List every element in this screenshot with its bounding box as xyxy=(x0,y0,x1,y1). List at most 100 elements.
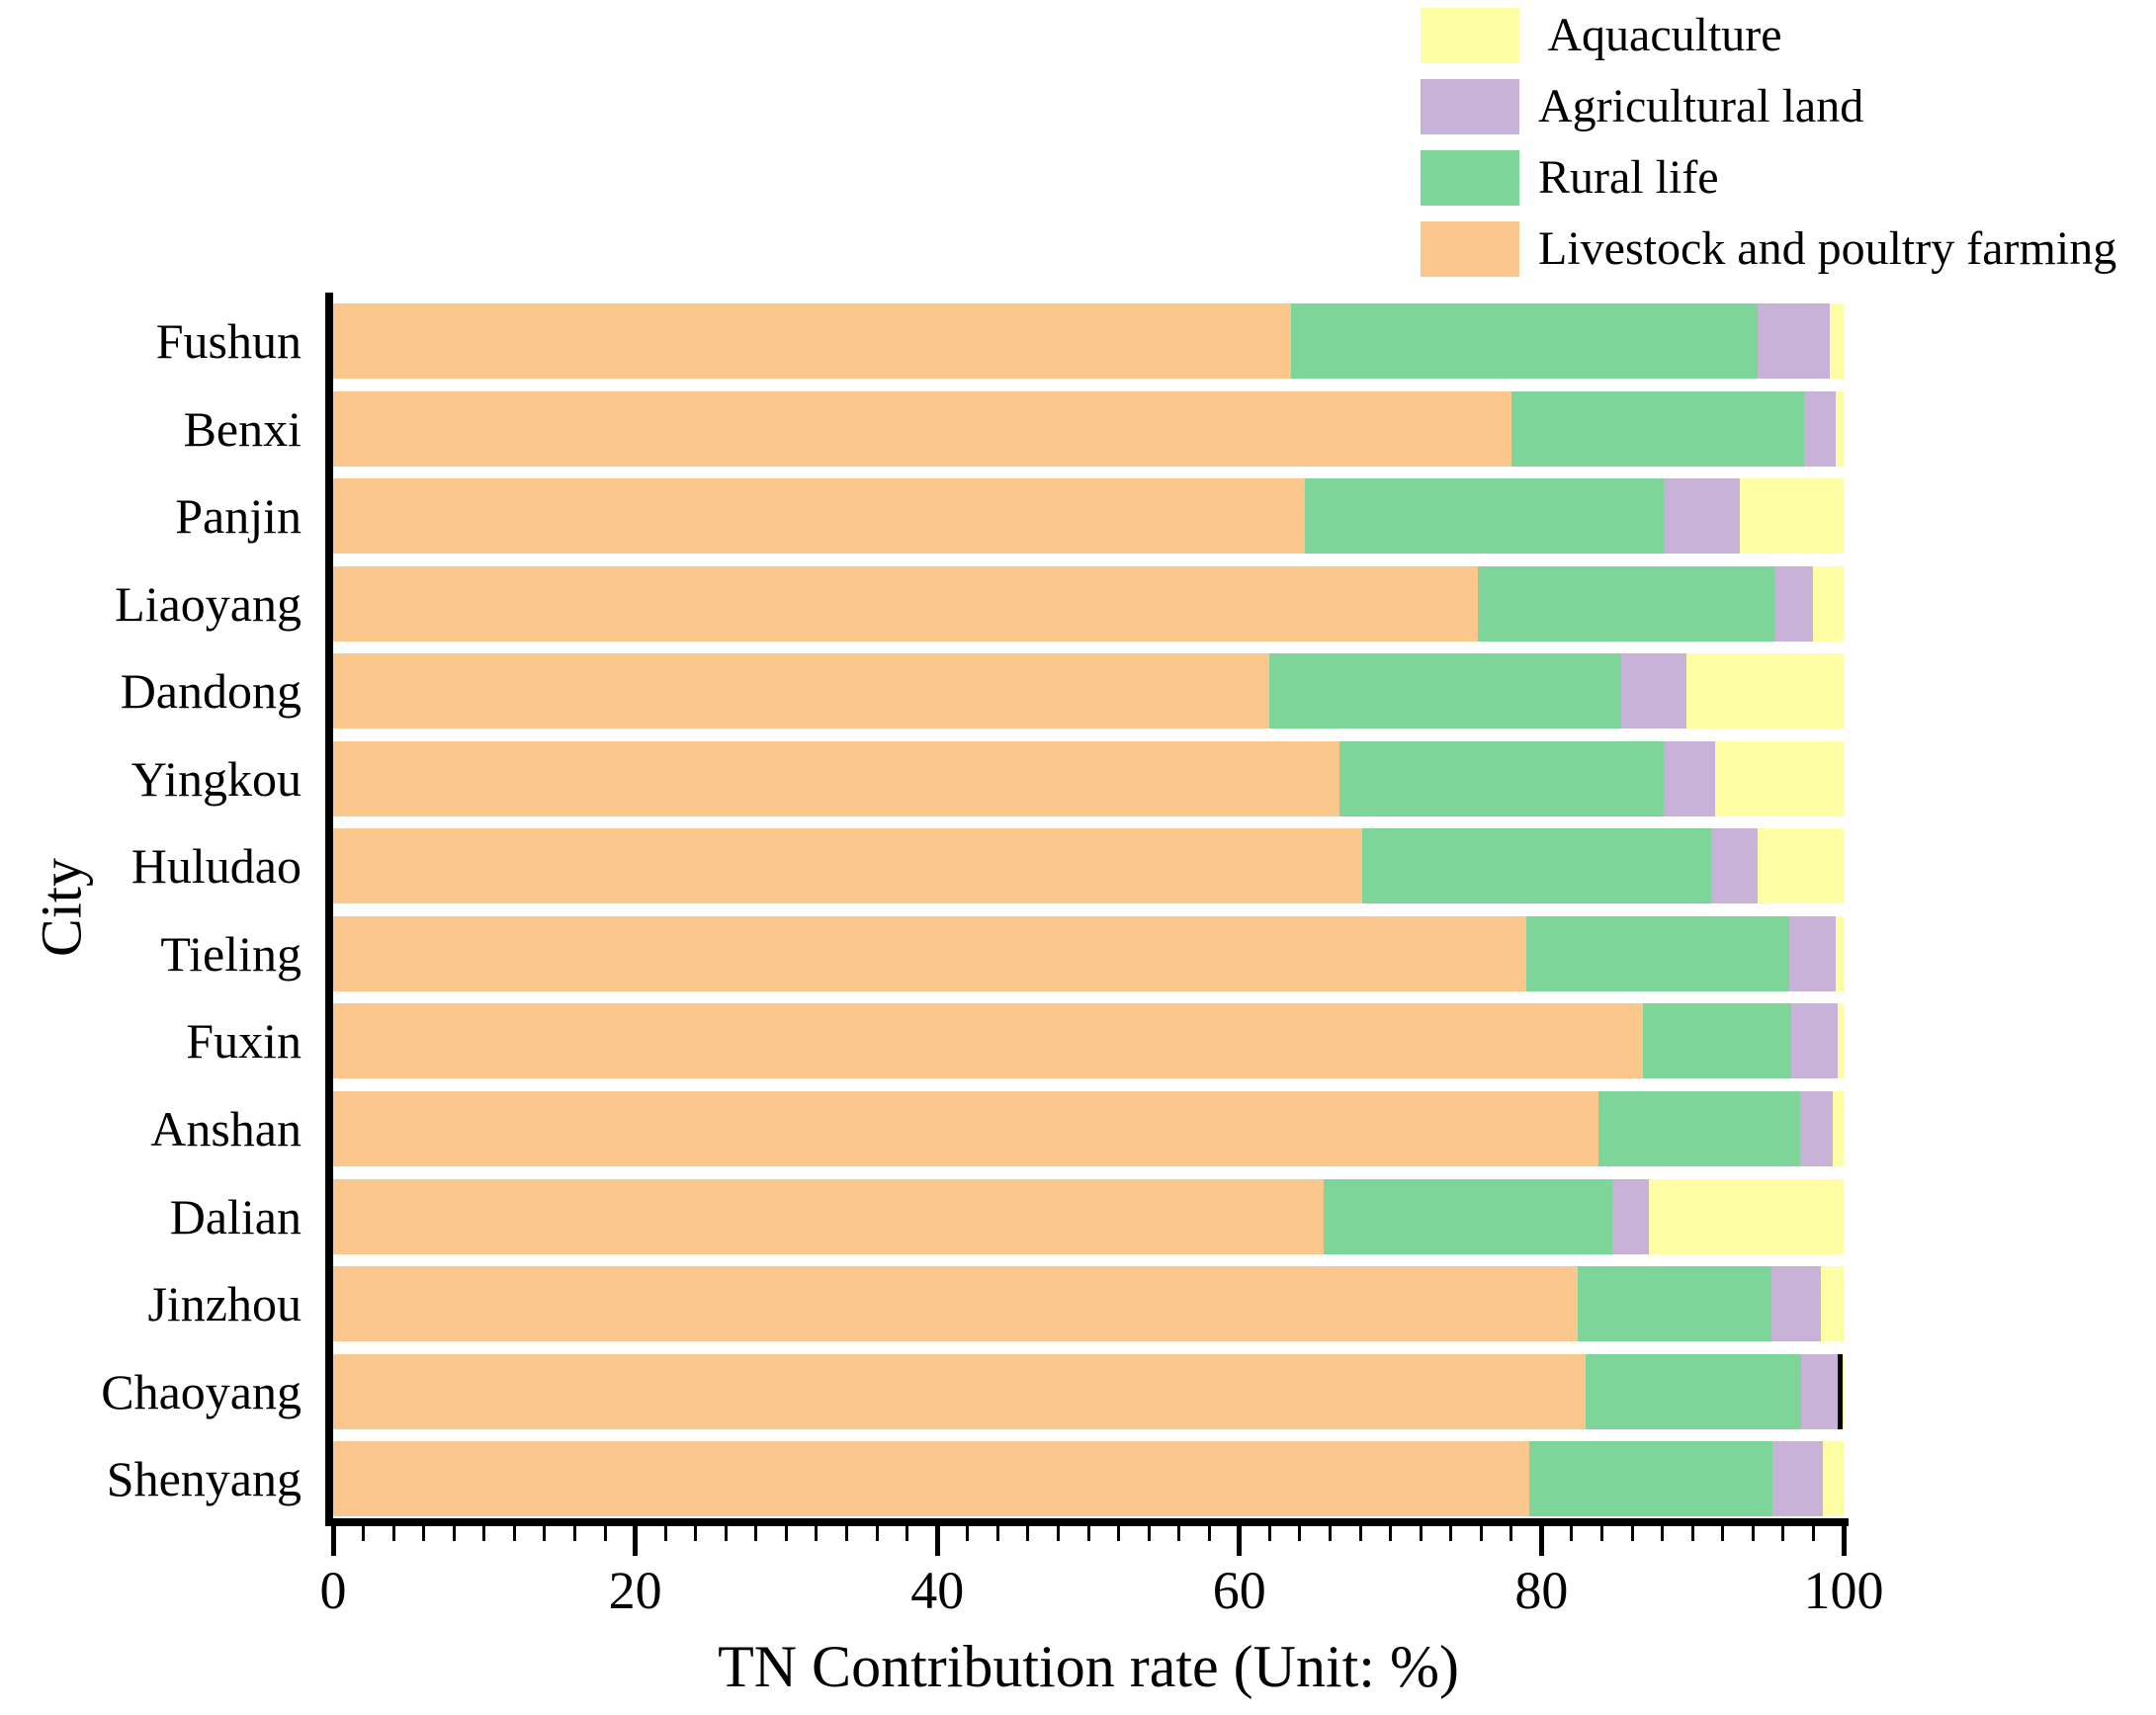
x-minor-tick xyxy=(694,1526,698,1541)
bar-segment-rural-life xyxy=(1598,1090,1800,1166)
bar-segment-aquaculture xyxy=(1833,1090,1844,1166)
bar-segment-agricultural-land xyxy=(1804,390,1837,467)
x-minor-tick xyxy=(1751,1526,1755,1541)
x-minor-tick xyxy=(875,1526,879,1541)
bar-segment-livestock-and-poultry-farming xyxy=(333,1003,1643,1079)
x-major-tick xyxy=(330,1526,336,1556)
city-label-dandong: Dandong xyxy=(120,663,302,720)
bar-segment-agricultural-land xyxy=(1621,653,1687,729)
bar-row-benxi xyxy=(333,390,1844,467)
x-minor-tick xyxy=(1207,1526,1211,1541)
x-minor-tick xyxy=(1056,1526,1060,1541)
x-tick-label: 0 xyxy=(319,1561,347,1620)
x-minor-tick xyxy=(1328,1526,1332,1541)
y-axis-spine xyxy=(325,293,333,1526)
bar-row-chaoyang xyxy=(333,1353,1844,1429)
bar-segment-aquaculture xyxy=(1739,478,1844,555)
x-minor-tick xyxy=(543,1526,547,1541)
bar-segment-aquaculture xyxy=(1836,915,1844,991)
x-major-tick xyxy=(934,1526,940,1556)
city-label-shenyang: Shenyang xyxy=(106,1451,302,1507)
city-label-liaoyang: Liaoyang xyxy=(115,575,302,632)
bar-segment-aquaculture xyxy=(1821,1266,1844,1342)
x-minor-tick xyxy=(1509,1526,1513,1541)
bar-segment-livestock-and-poultry-farming xyxy=(333,915,1527,991)
city-label-tieling: Tieling xyxy=(160,925,302,982)
bar-segment-livestock-and-poultry-farming xyxy=(333,565,1479,642)
bar-segment-rural-life xyxy=(1290,303,1758,379)
bar-segment-agricultural-land xyxy=(1710,828,1758,904)
bar-segment-livestock-and-poultry-farming xyxy=(333,1090,1599,1166)
city-label-benxi: Benxi xyxy=(183,400,302,457)
legend-label: Aquaculture xyxy=(1538,9,1782,61)
x-major-tick xyxy=(1538,1526,1544,1556)
bar-segment-aquaculture xyxy=(1822,1441,1844,1517)
bar-row-dandong xyxy=(333,653,1844,729)
x-axis-title: TN Contribution rate (Unit: %) xyxy=(718,1634,1459,1699)
legend-label: Livestock and poultry farming xyxy=(1538,222,2117,275)
x-minor-tick xyxy=(906,1526,909,1541)
bar-segment-agricultural-land xyxy=(1757,303,1831,379)
bar-segment-rural-life xyxy=(1529,1441,1773,1517)
x-minor-tick xyxy=(1721,1526,1725,1541)
bar-segment-aquaculture xyxy=(1813,565,1844,642)
bar-row-fuxin xyxy=(333,1003,1844,1079)
x-major-tick xyxy=(1841,1526,1847,1556)
city-label-fushun: Fushun xyxy=(155,313,302,369)
x-minor-tick xyxy=(845,1526,849,1541)
x-major-tick xyxy=(1237,1526,1243,1556)
city-label-panjin: Panjin xyxy=(175,488,302,545)
bar-segment-rural-life xyxy=(1324,1178,1613,1254)
bar-segment-agricultural-land xyxy=(1772,1441,1823,1517)
x-minor-tick xyxy=(1086,1526,1090,1541)
bar-segment-aquaculture xyxy=(1686,653,1844,729)
x-minor-tick xyxy=(1358,1526,1362,1541)
x-minor-tick xyxy=(1177,1526,1181,1541)
bar-segment-rural-life xyxy=(1338,740,1665,816)
bar-row-yingkou xyxy=(333,740,1844,816)
city-label-chaoyang: Chaoyang xyxy=(101,1363,302,1419)
x-tick-label: 100 xyxy=(1803,1561,1884,1620)
x-minor-tick xyxy=(422,1526,426,1541)
legend-swatch-livestock-and-poultry-farming xyxy=(1421,221,1519,277)
x-minor-tick xyxy=(512,1526,516,1541)
bar-segment-rural-life xyxy=(1585,1353,1802,1429)
x-minor-tick xyxy=(603,1526,607,1541)
x-minor-tick xyxy=(1389,1526,1393,1541)
x-major-tick xyxy=(633,1526,639,1556)
bar-segment-agricultural-land xyxy=(1770,1266,1822,1342)
bar-segment-livestock-and-poultry-farming xyxy=(333,1441,1530,1517)
x-minor-tick xyxy=(572,1526,576,1541)
bar-segment-aquaculture xyxy=(1836,390,1844,467)
x-minor-tick xyxy=(1147,1526,1151,1541)
x-minor-tick xyxy=(784,1526,788,1541)
x-minor-tick xyxy=(1690,1526,1694,1541)
legend-item-agricultural-land: Agricultural land xyxy=(0,79,2156,134)
x-minor-tick xyxy=(362,1526,366,1541)
bar-end-line-chaoyang xyxy=(1838,1353,1843,1429)
bar-segment-rural-life xyxy=(1361,828,1711,904)
x-minor-tick xyxy=(1570,1526,1574,1541)
bar-segment-rural-life xyxy=(1578,1266,1771,1342)
x-minor-tick xyxy=(1026,1526,1030,1541)
x-minor-tick xyxy=(724,1526,728,1541)
bar-row-jinzhou xyxy=(333,1266,1844,1342)
city-label-jinzhou: Jinzhou xyxy=(147,1276,302,1332)
legend-swatch-rural-life xyxy=(1421,150,1519,206)
x-minor-tick xyxy=(966,1526,970,1541)
bar-row-shenyang xyxy=(333,1441,1844,1517)
legend-swatch-agricultural-land xyxy=(1421,79,1519,134)
x-minor-tick xyxy=(1298,1526,1302,1541)
x-minor-tick xyxy=(1449,1526,1453,1541)
bar-segment-livestock-and-poultry-farming xyxy=(333,1266,1579,1342)
city-label-anshan: Anshan xyxy=(150,1100,302,1157)
bar-row-fushun xyxy=(333,303,1844,379)
x-minor-tick xyxy=(452,1526,456,1541)
legend-item-livestock-and-poultry-farming: Livestock and poultry farming xyxy=(0,221,2156,277)
bar-segment-agricultural-land xyxy=(1664,478,1740,555)
legend-label: Agricultural land xyxy=(1538,80,1864,132)
x-minor-tick xyxy=(1479,1526,1483,1541)
x-minor-tick xyxy=(1630,1526,1634,1541)
x-minor-tick xyxy=(1117,1526,1121,1541)
